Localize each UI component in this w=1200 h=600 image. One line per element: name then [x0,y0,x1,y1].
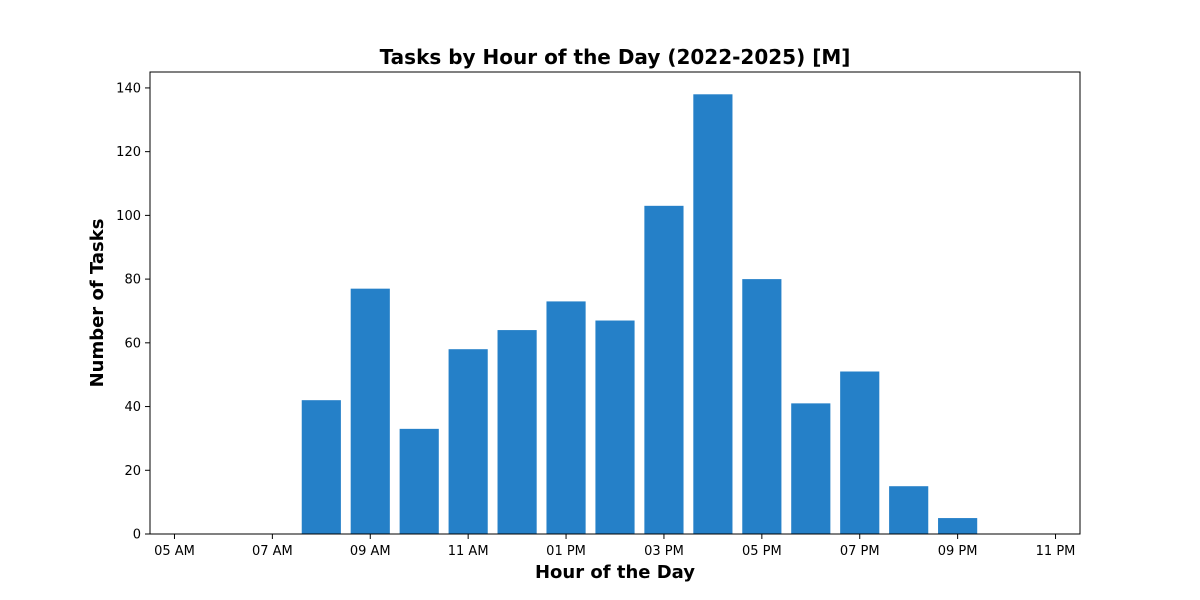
x-tick-label: 01 PM [546,544,586,559]
x-tick-label: 09 AM [350,544,391,559]
bar [497,330,537,534]
x-tick-label: 05 PM [742,544,782,559]
chart-title: Tasks by Hour of the Day (2022-2025) [M] [380,45,851,69]
bar [693,94,733,534]
x-tick-label: 11 AM [448,544,489,559]
bar [399,428,439,534]
x-axis-ticks: 05 AM 07 AM 09 AM 11 AM 01 PM 03 PM 05 PM 07 PM… [154,534,1075,559]
bar [742,279,782,534]
y-tick-label: 20 [124,464,141,479]
bar [889,486,929,534]
x-axis-label: Hour of the Day [535,562,695,583]
y-tick-label: 80 [124,273,141,288]
x-tick-label: 05 AM [154,544,195,559]
x-tick-label: 11 PM [1036,544,1076,559]
x-tick-label: 09 PM [938,544,978,559]
y-axis-label: Number of Tasks [87,219,108,388]
bar [791,403,831,534]
y-tick-label: 120 [116,145,141,160]
x-tick-label: 07 AM [252,544,293,559]
bar [301,400,341,534]
bar [350,288,390,534]
plot-frame [149,71,1081,535]
y-tick-label: 60 [124,336,141,351]
y-tick-label: 100 [116,209,141,224]
bar [546,301,586,534]
y-tick-label: 140 [116,81,141,96]
bar [938,518,978,534]
bar [644,205,684,535]
bar [595,320,635,534]
bars-group [301,94,978,535]
y-axis-ticks: 0 20 40 60 80 100 120 140 [116,81,150,543]
x-tick-label: 03 PM [644,544,684,559]
bar [840,371,880,534]
bar [448,349,488,534]
y-tick-label: 0 [133,528,141,543]
x-tick-label: 07 PM [840,544,880,559]
y-tick-label: 40 [124,400,141,415]
